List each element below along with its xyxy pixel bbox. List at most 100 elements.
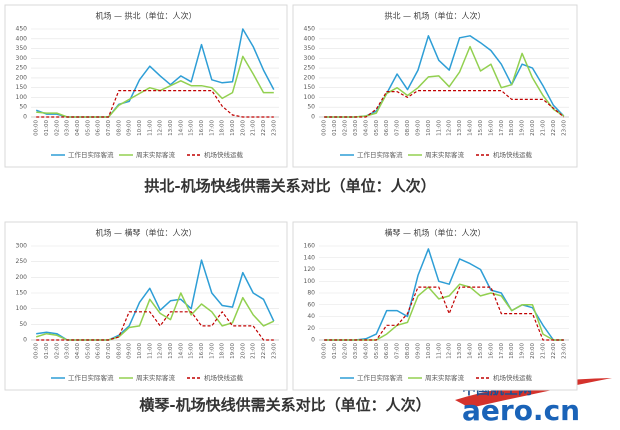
y-tick-label: 20 — [307, 325, 315, 332]
x-tick-label: 12:00 — [447, 120, 453, 136]
chart: 机场 — 横琴（单位：人次） 0 50 100 150 200 250 300 00:00 01:… — [4, 221, 288, 391]
chart-title: 机场 — 横琴（单位：人次） — [95, 228, 196, 238]
y-tick-label: 200 — [304, 74, 316, 81]
y-tick-label: 140 — [304, 254, 316, 261]
chart: 拱北 — 机场（单位：人次） 0 50 100 150 200 250 300 350 400 45… — [292, 4, 578, 168]
y-tick-label: 60 — [307, 301, 315, 308]
x-tick-label: 19:00 — [230, 343, 236, 359]
x-tick-label: 00:00 — [34, 343, 40, 359]
x-tick-label: 22:00 — [551, 343, 557, 359]
x-tick-label: 02:00 — [54, 120, 60, 136]
y-tick-label: 250 — [16, 258, 28, 265]
x-tick-label: 07:00 — [106, 120, 112, 136]
x-tick-label: 17:00 — [209, 343, 215, 359]
x-tick-label: 10:00 — [137, 343, 143, 359]
x-tick-label: 16:00 — [199, 120, 205, 136]
x-tick-label: 00:00 — [322, 120, 328, 136]
x-tick-label: 06:00 — [96, 120, 102, 136]
x-tick-label: 10:00 — [426, 343, 432, 359]
caption: 拱北-机场快线供需关系对比（单位：人次） — [144, 177, 435, 195]
chart-frame — [292, 4, 578, 168]
y-tick-label: 150 — [304, 84, 316, 91]
x-tick-label: 03:00 — [65, 343, 71, 359]
y-tick-label: 350 — [16, 45, 28, 52]
legend-label: 工作日实际客流 — [68, 373, 114, 382]
chart-title: 横琴 — 机场（单位：人次） — [384, 228, 485, 238]
x-tick-label: 05:00 — [374, 120, 380, 136]
y-tick-label: 100 — [16, 305, 28, 312]
y-tick-label: 200 — [16, 274, 28, 281]
y-tick-label: 350 — [304, 45, 316, 52]
x-tick-label: 09:00 — [415, 120, 421, 136]
x-tick-label: 09:00 — [127, 120, 133, 136]
x-tick-label: 20:00 — [240, 120, 246, 136]
x-tick-label: 01:00 — [44, 343, 50, 359]
x-tick-label: 10:00 — [137, 120, 143, 136]
x-tick-label: 23:00 — [271, 120, 277, 136]
x-tick-label: 15:00 — [478, 120, 484, 136]
x-tick-label: 05:00 — [85, 343, 91, 359]
x-tick-label: 15:00 — [189, 120, 195, 136]
legend-label: 工作日实际客流 — [68, 150, 114, 159]
series-line — [324, 283, 564, 341]
x-tick-label: 21:00 — [540, 343, 546, 359]
x-tick-label: 18:00 — [220, 120, 226, 136]
chart-frame — [292, 221, 578, 391]
series-line — [36, 311, 274, 341]
y-tick-label: 250 — [16, 65, 28, 72]
x-tick-label: 21:00 — [251, 343, 257, 359]
legend-label: 机场快线运载 — [204, 373, 244, 382]
x-tick-label: 16:00 — [488, 120, 494, 136]
y-tick-label: 300 — [16, 243, 28, 250]
x-tick-label: 06:00 — [384, 343, 390, 359]
y-tick-label: 100 — [304, 94, 316, 101]
x-tick-label: 05:00 — [85, 120, 91, 136]
x-tick-label: 03:00 — [353, 343, 359, 359]
x-tick-label: 19:00 — [520, 120, 526, 136]
x-tick-label: 06:00 — [384, 120, 390, 136]
y-tick-label: 100 — [16, 94, 28, 101]
x-tick-label: 12:00 — [158, 120, 164, 136]
series-line — [324, 45, 565, 118]
y-tick-label: 450 — [304, 26, 316, 33]
x-tick-label: 05:00 — [374, 343, 380, 359]
y-tick-label: 300 — [304, 55, 316, 62]
y-tick-label: 0 — [311, 337, 315, 344]
x-tick-label: 09:00 — [127, 343, 133, 359]
y-tick-label: 0 — [311, 114, 315, 121]
x-tick-label: 17:00 — [209, 120, 215, 136]
x-tick-label: 01:00 — [332, 120, 338, 136]
y-tick-label: 50 — [19, 104, 27, 111]
legend-label: 工作日实际客流 — [357, 373, 403, 382]
chart-frame — [4, 4, 288, 168]
x-tick-label: 12:00 — [447, 343, 453, 359]
x-tick-label: 22:00 — [551, 120, 557, 136]
x-tick-label: 18:00 — [509, 343, 515, 359]
x-tick-label: 19:00 — [520, 343, 526, 359]
x-tick-label: 22:00 — [261, 120, 267, 136]
x-tick-label: 03:00 — [353, 120, 359, 136]
x-tick-label: 11:00 — [147, 120, 153, 136]
y-tick-label: 300 — [16, 55, 28, 62]
x-tick-label: 20:00 — [530, 343, 536, 359]
x-tick-label: 14:00 — [468, 120, 474, 136]
x-tick-label: 04:00 — [75, 343, 81, 359]
y-tick-label: 100 — [304, 278, 316, 285]
y-tick-label: 0 — [23, 337, 27, 344]
y-tick-label: 160 — [304, 243, 316, 250]
chart-frame — [4, 221, 288, 391]
chart: 横琴 — 机场（单位：人次） 0 20 40 60 80 100 120 140 160 00:00… — [292, 221, 578, 391]
x-tick-label: 22:00 — [261, 343, 267, 359]
legend-label: 机场快线运载 — [204, 150, 244, 159]
x-tick-label: 19:00 — [230, 120, 236, 136]
y-tick-label: 150 — [16, 84, 28, 91]
x-tick-label: 07:00 — [106, 343, 112, 359]
x-tick-label: 01:00 — [332, 343, 338, 359]
x-tick-label: 04:00 — [363, 120, 369, 136]
x-tick-label: 02:00 — [343, 343, 349, 359]
x-tick-label: 01:00 — [44, 120, 50, 136]
x-tick-label: 23:00 — [561, 120, 567, 136]
x-tick-label: 20:00 — [530, 120, 536, 136]
